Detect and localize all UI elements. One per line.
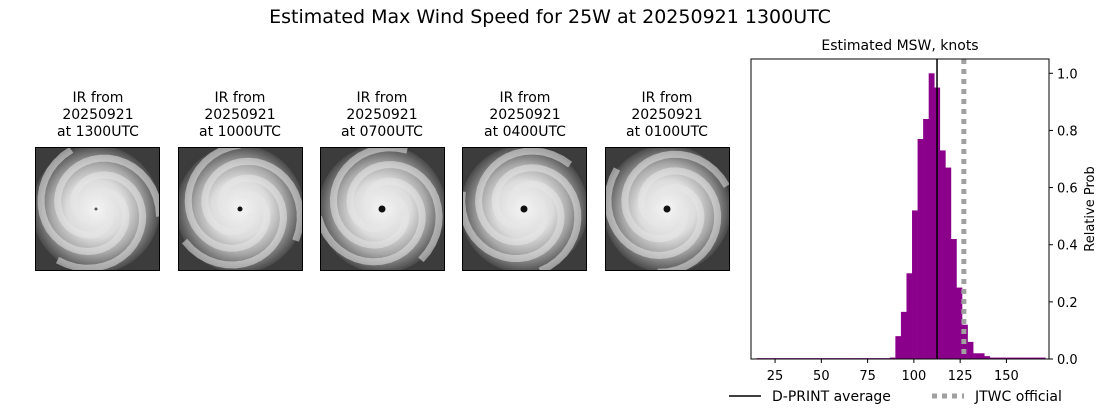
histogram-bar	[900, 311, 907, 359]
histogram-bar	[1028, 357, 1035, 359]
histogram-bar	[889, 357, 896, 359]
x-tick-label: 150	[994, 369, 1019, 384]
legend-dprint-label: D-PRINT average	[772, 389, 891, 405]
x-tick-label: 100	[901, 369, 926, 384]
ir-satellite-image-4	[462, 147, 587, 271]
ir-panel-title-1: IR from 20250921 at 1300UTC	[57, 90, 139, 140]
histogram-bar	[1017, 357, 1024, 359]
histogram-bar	[1023, 357, 1029, 359]
histogram-bar	[895, 336, 902, 359]
x-tick-label: 125	[948, 369, 973, 384]
chart-title: Estimated MSW, knots	[821, 38, 978, 54]
ir-satellite-image-5	[605, 147, 730, 271]
histogram-bar	[1039, 357, 1046, 359]
histogram-bar	[928, 73, 935, 360]
histogram-bar	[1011, 357, 1018, 359]
histogram-bar	[1000, 357, 1007, 359]
histogram-bar	[945, 167, 952, 359]
histogram-bar	[984, 356, 991, 359]
y-axis-label: Relative Prob	[1083, 166, 1098, 251]
y-tick-label: 0.6	[1057, 182, 1078, 197]
histogram-bar	[923, 119, 929, 359]
histogram-bar	[956, 287, 963, 359]
ir-panel-title-2: IR from 20250921 at 1000UTC	[199, 90, 281, 140]
histogram-bar	[1006, 357, 1013, 359]
histogram-bar	[950, 239, 957, 359]
x-tick-label: 50	[813, 369, 830, 384]
ir-panel-title-5: IR from 20250921 at 0100UTC	[626, 90, 708, 140]
ir-satellite-image-2	[178, 147, 303, 271]
histogram-bar	[967, 341, 974, 359]
histogram-bar	[995, 357, 1002, 359]
ir-satellite-image-1	[35, 147, 160, 271]
figure-title: Estimated Max Wind Speed for 25W at 2025…	[269, 6, 831, 28]
y-tick-label: 0.2	[1057, 296, 1078, 311]
histogram-bar	[973, 353, 979, 359]
histogram-bar	[989, 357, 996, 359]
histogram-bar	[1034, 357, 1041, 359]
y-tick-label: 1.0	[1057, 67, 1078, 82]
x-tick-label: 25	[767, 369, 784, 384]
histogram-bar	[906, 273, 913, 359]
y-tick-label: 0.0	[1057, 353, 1078, 368]
legend-jtwc-label: JTWC official	[974, 389, 1062, 405]
x-tick-label: 75	[859, 369, 876, 384]
plot-frame	[750, 58, 1050, 360]
y-tick-label: 0.4	[1057, 239, 1078, 254]
ir-satellite-image-3	[320, 147, 445, 271]
histogram-bar	[917, 139, 924, 359]
histogram-bar	[978, 353, 985, 359]
ir-panel-title-4: IR from 20250921 at 0400UTC	[484, 90, 566, 140]
histogram-bar	[939, 150, 946, 359]
histogram-bar	[912, 210, 918, 359]
y-tick-label: 0.8	[1057, 124, 1078, 139]
ir-panel-title-3: IR from 20250921 at 0700UTC	[341, 90, 423, 140]
